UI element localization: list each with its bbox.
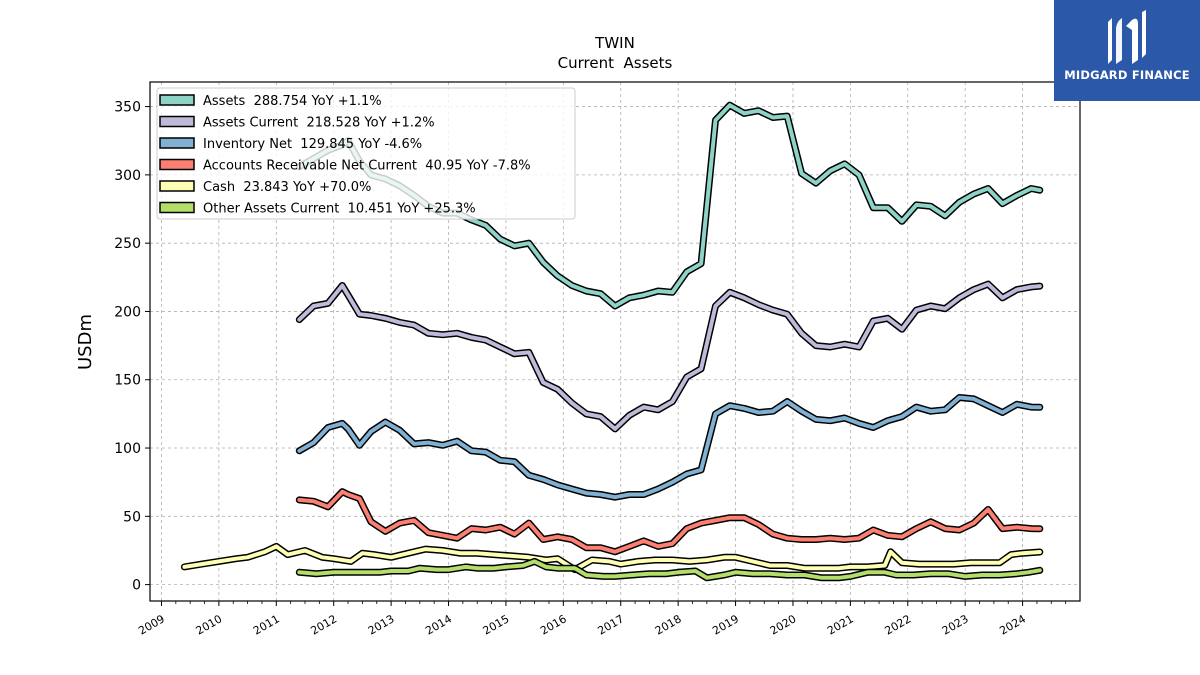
x-axis: 2009 2010 2011 2012 2013 2014 2015 2016 2017 2018… [136,601,1067,638]
midgard-finance-logo: MIDGARD FINANCE [1054,0,1200,101]
series-2 [295,394,1044,501]
series-line [182,544,1042,572]
legend-swatch [159,180,195,192]
series-1 [295,280,1044,433]
x-tick-label: 2015 [481,612,512,637]
legend-entry: Inventory Net 129.845 YoY -4.6% [203,137,422,152]
y-tick-label: 200 [114,304,141,320]
x-tick-label: 2010 [194,612,225,637]
y-tick-label: 150 [114,373,141,389]
logo-text: MIDGARD FINANCE [1064,68,1190,82]
midgard-m-logo-icon [1108,10,1146,64]
legend-swatch [159,201,195,214]
series-line [297,395,1042,500]
legend-swatch [159,158,195,171]
legend-entry: Other Assets Current 10.451 YoY +25.3% [203,202,476,217]
x-tick-label: 2016 [538,612,569,637]
legend-entry: Assets Current 218.528 YoY +1.2% [203,116,435,131]
y-tick-label: 100 [114,441,141,457]
x-tick-label: 2014 [423,612,454,637]
y-tick-label: 350 [114,100,141,116]
x-tick-label: 2009 [136,612,167,637]
legend-box [156,87,576,220]
legend-swatch [159,94,195,106]
legend-swatch [159,115,195,128]
x-tick-label: 2020 [768,612,799,637]
x-tick-label: 2024 [997,612,1028,637]
series-line [297,282,1042,431]
x-tick-label: 2023 [940,612,971,637]
x-tick-label: 2012 [308,612,339,637]
series-5 [295,557,1044,582]
legend: Assets 288.754 YoY +1.1% Assets Current 2… [156,87,576,220]
y-tick-label: 0 [132,578,141,594]
series-line [297,559,1042,580]
y-axis: 0 50 100 150 200 250 300 350 [114,100,150,594]
y-tick-label: 250 [114,236,141,252]
chart-subtitle: Current Assets [558,54,673,72]
y-tick-label: 300 [114,168,141,184]
legend-entry: Cash 23.843 YoY +70.0% [203,180,371,195]
y-axis-label: USDm [75,314,96,370]
legend-swatch [159,137,195,149]
legend-entry: Assets 288.754 YoY +1.1% [203,94,382,109]
series-3 [295,488,1044,556]
chart-title: TWIN [594,34,635,52]
x-tick-label: 2018 [653,612,684,637]
series-line [297,489,1042,554]
legend-entry: Accounts Receivable Net Current 40.95 Yo… [203,159,531,174]
plot-frame [149,81,1081,602]
x-tick-label: 2021 [825,612,856,637]
x-tick-label: 2011 [251,612,282,637]
x-tick-label: 2013 [366,612,397,637]
x-tick-label: 2022 [883,612,914,637]
x-tick-label: 2019 [710,612,741,637]
y-tick-label: 50 [123,509,141,525]
series-4 [180,542,1044,574]
x-tick-label: 2017 [595,612,626,637]
